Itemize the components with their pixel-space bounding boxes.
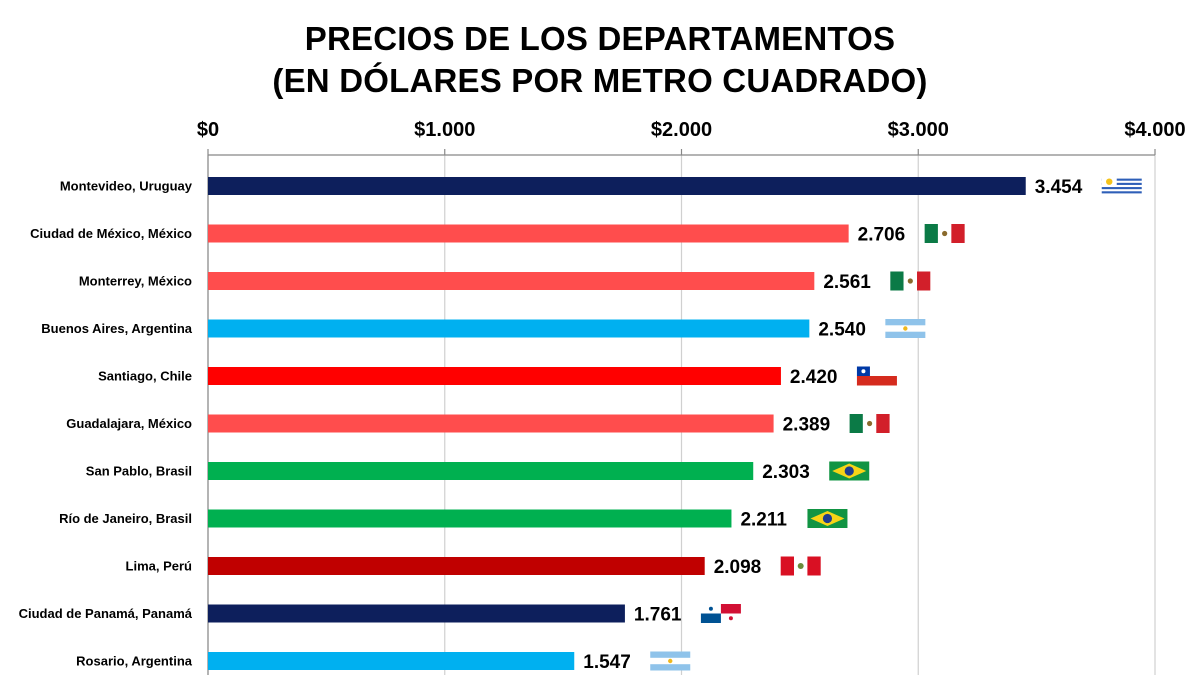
brazil-flag-icon [807,509,848,528]
chart-title-line-1: PRECIOS DE LOS DEPARTAMENTOS [304,20,896,57]
category-label: Rosario, Argentina [76,654,193,669]
category-label: Monterrey, México [79,274,192,289]
bar [208,224,849,243]
panama-flag-icon [700,604,741,623]
value-label: 2.303 [762,462,810,483]
argentina-flag-icon [650,651,691,671]
value-label: 2.420 [790,367,838,388]
category-label: Lima, Perú [126,559,193,574]
x-tick-label: $2.000 [651,119,712,141]
bar [208,319,810,338]
mexico-flag-icon [890,271,931,291]
x-tick-label: $4.000 [1124,119,1185,141]
category-label: Montevideo, Uruguay [60,179,193,194]
value-label: 2.540 [818,320,866,341]
x-tick-label: $1.000 [414,119,475,141]
bar [208,557,705,575]
mexico-flag-icon [924,224,965,243]
value-label: 2.211 [740,510,787,531]
category-label: Ciudad de México, México [30,226,192,241]
category-label: Santiago, Chile [98,369,192,384]
chile-flag-icon [856,366,897,386]
x-tick-label: $0 [197,119,219,141]
bar [208,509,732,528]
uruguay-flag-icon [1101,176,1142,196]
bar [208,652,575,670]
chart-title-line-2: (EN DÓLARES POR METRO CUADRADO) [272,62,928,99]
value-label: 3.454 [1035,177,1083,198]
category-label: Buenos Aires, Argentina [41,321,193,336]
bar [208,272,815,290]
value-label: 1.547 [583,652,631,673]
value-label: 1.761 [634,605,682,626]
chart-title: PRECIOS DE LOS DEPARTAMENTOS (EN DÓLARES… [0,18,1200,102]
brazil-flag-icon [829,461,870,481]
value-label: 2.561 [823,272,871,293]
bar [208,462,754,480]
mexico-flag-icon [849,414,890,433]
category-label: Ciudad de Panamá, Panamá [19,606,193,621]
x-tick-label: $3.000 [888,119,949,141]
bar [208,414,774,433]
argentina-flag-icon [885,319,926,338]
bar [208,177,1026,195]
value-label: 2.706 [858,225,906,246]
value-label: 2.389 [783,415,831,436]
peru-flag-icon [780,556,821,576]
value-label: 2.098 [714,557,762,578]
category-label: San Pablo, Brasil [86,464,192,479]
bar [208,604,625,623]
bar [208,367,781,385]
category-label: Río de Janeiro, Brasil [59,511,192,526]
category-label: Guadalajara, México [66,416,192,431]
